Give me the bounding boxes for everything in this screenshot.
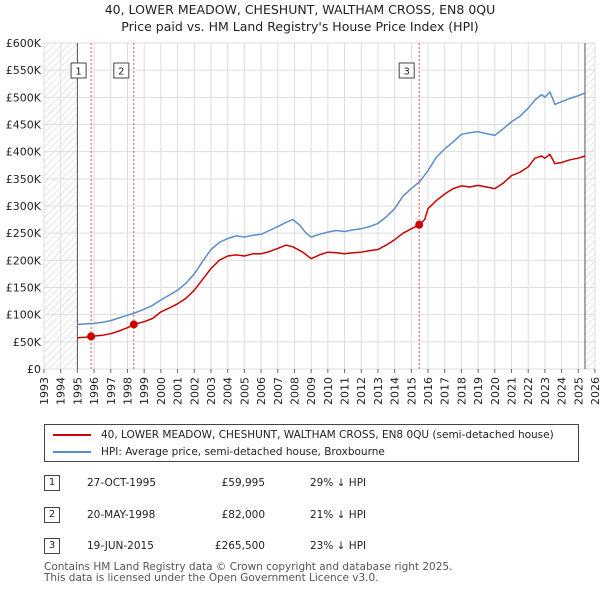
x-tick-label: 2008	[288, 377, 301, 405]
legend-swatch-property	[53, 434, 91, 436]
sale-marker-label: 2	[118, 67, 124, 78]
transaction-number: 3	[44, 538, 60, 554]
x-tick-label: 2020	[489, 377, 502, 405]
transaction-date: 19-JUN-2015	[87, 540, 154, 552]
legend-label-hpi: HPI: Average price, semi-detached house,…	[101, 446, 385, 458]
footer-license: This data is licensed under the Open Gov…	[44, 572, 379, 584]
x-tick-label: 2002	[188, 377, 201, 405]
table-row: 2 20-MAY-1998 £82,000 21% ↓ HPI	[0, 507, 600, 527]
transaction-hpi: 23% ↓ HPI	[310, 540, 367, 552]
x-tick-label: 1996	[88, 377, 101, 405]
x-tick-label: 2025	[572, 377, 585, 405]
chart-legend: 40, LOWER MEADOW, CHESHUNT, WALTHAM CROS…	[44, 424, 579, 462]
x-tick-label: 2012	[355, 377, 368, 405]
x-tick-label: 2006	[255, 377, 268, 405]
sale-marker-box	[70, 62, 87, 79]
x-tick-label: 2026	[589, 377, 600, 405]
x-tick-label: 2007	[272, 377, 285, 405]
table-row: 1 27-OCT-1995 £59,995 29% ↓ HPI	[0, 475, 600, 495]
transaction-price: £265,500	[214, 540, 265, 552]
x-tick-label: 2000	[155, 377, 168, 405]
x-tick-label: 1999	[138, 377, 151, 405]
legend-label-property: 40, LOWER MEADOW, CHESHUNT, WALTHAM CROS…	[101, 429, 554, 441]
sale-marker-label: 3	[403, 67, 409, 78]
y-tick-label: £150K	[6, 282, 42, 295]
hpi-line	[77, 91, 586, 326]
transaction-price: £59,995	[221, 477, 265, 489]
chart-title: 40, LOWER MEADOW, CHESHUNT, WALTHAM CROS…	[104, 2, 496, 17]
x-tick-label: 2016	[422, 377, 435, 405]
y-tick-label: £250K	[6, 227, 42, 240]
sale-marker-box	[398, 62, 415, 79]
sale-point	[87, 332, 96, 341]
x-tick-label: 1995	[71, 377, 84, 405]
x-tick-label: 2013	[372, 377, 385, 405]
x-tick-label: 2014	[389, 377, 402, 405]
footer-copyright: Contains HM Land Registry data © Crown c…	[44, 561, 453, 573]
y-tick-label: £550K	[6, 64, 42, 77]
sale-marker-box	[113, 62, 130, 79]
y-tick-label: £500K	[6, 91, 42, 104]
transaction-number: 1	[44, 475, 60, 491]
transaction-hpi: 29% ↓ HPI	[310, 477, 367, 489]
x-tick-label: 2024	[556, 377, 569, 405]
transaction-date: 20-MAY-1998	[87, 509, 156, 521]
sale-point	[415, 220, 424, 229]
transaction-price: £82,000	[221, 509, 265, 521]
table-row: 3 19-JUN-2015 £265,500 23% ↓ HPI	[0, 538, 600, 558]
y-tick-label: £100K	[6, 309, 42, 322]
x-tick-label: 2001	[172, 377, 185, 405]
x-tick-label: 1993	[38, 377, 51, 405]
x-tick-label: 1997	[105, 377, 118, 405]
y-tick-label: £300K	[6, 200, 42, 213]
transaction-date: 27-OCT-1995	[87, 477, 156, 489]
property-price-line	[77, 153, 586, 339]
sale-point	[129, 320, 138, 329]
x-tick-label: 2015	[405, 377, 418, 405]
x-tick-label: 1998	[121, 377, 134, 405]
y-tick-label: £200K	[6, 254, 42, 267]
x-tick-label: 2018	[455, 377, 468, 405]
chart-subtitle: Price paid vs. HM Land Registry's House …	[121, 19, 479, 34]
x-tick-label: 2005	[238, 377, 251, 405]
price-chart: £0 £50K £100K £150K £200K £250K £300K £350K £400…	[6, 37, 600, 405]
x-tick-label: 1994	[55, 377, 68, 405]
x-tick-label: 2010	[322, 377, 335, 405]
x-tick-label: 2011	[339, 377, 352, 405]
y-tick-label: £350K	[6, 173, 42, 186]
x-tick-label: 2019	[472, 377, 485, 405]
x-tick-label: 2003	[205, 377, 218, 405]
y-tick-label: £600K	[6, 37, 42, 50]
y-tick-label: £0	[27, 363, 41, 376]
x-tick-label: 2022	[522, 377, 535, 405]
x-tick-label: 2021	[506, 377, 519, 405]
x-tick-label: 2004	[222, 377, 235, 405]
transaction-number: 2	[44, 507, 60, 523]
transaction-hpi: 21% ↓ HPI	[310, 509, 367, 521]
sale-marker-label: 1	[75, 67, 81, 78]
y-tick-label: £450K	[6, 119, 42, 132]
y-tick-label: £50K	[13, 336, 42, 349]
y-tick-label: £400K	[6, 146, 42, 159]
x-tick-label: 2017	[439, 377, 452, 405]
legend-swatch-hpi	[53, 451, 91, 453]
x-tick-label: 2009	[305, 377, 318, 405]
x-tick-label: 2023	[539, 377, 552, 405]
